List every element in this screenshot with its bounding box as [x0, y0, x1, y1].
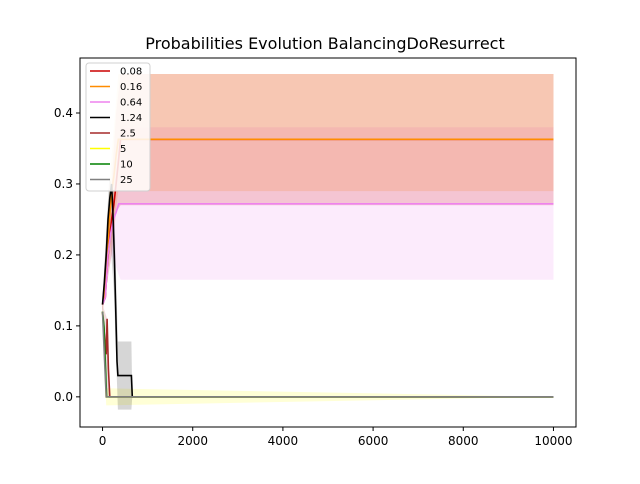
legend-label-5: 5: [120, 144, 126, 155]
legend-label-0.08: 0.08: [120, 67, 142, 78]
series-line-10: [101, 311, 554, 398]
series-line-1.24: [101, 183, 554, 398]
band-5: [102, 304, 554, 406]
legend-label-10: 10: [120, 160, 133, 171]
band-10: [102, 304, 554, 397]
chart-title: Probabilities Evolution BalancingDoResur…: [145, 34, 504, 53]
series-line-2.5: [101, 311, 554, 398]
x-tick-label: 2000: [177, 434, 208, 448]
band-0.08: [102, 74, 554, 312]
series-line-5: [101, 311, 554, 398]
legend: 0.08 0.16 0.64 1.24 2.5 5 10 25: [85, 62, 151, 192]
y-axis-ticks: 0.0 0.1 0.2 0.3 0.4: [54, 106, 80, 404]
legend-box: [85, 62, 151, 192]
x-tick-label: 10000: [534, 434, 572, 448]
legend-label-25: 25: [120, 175, 133, 186]
series-line-25: [101, 311, 554, 398]
y-tick-label: 0.1: [54, 319, 73, 333]
x-axis-ticks: 0 2000 4000 6000 8000 10000: [99, 427, 573, 448]
y-tick-label: 0.4: [54, 106, 73, 120]
series-line-0.64: [101, 203, 554, 305]
y-tick-label: 0.2: [54, 248, 73, 262]
y-tick-label: 0.0: [54, 390, 73, 404]
x-tick-label: 0: [99, 434, 107, 448]
band-0.16: [102, 74, 554, 312]
x-tick-label: 8000: [448, 434, 479, 448]
band-2.5: [102, 304, 554, 397]
x-tick-label: 6000: [358, 434, 389, 448]
x-tick-label: 4000: [268, 434, 299, 448]
band-0.64: [102, 127, 554, 312]
legend-label-0.16: 0.16: [120, 82, 142, 93]
legend-label-0.64: 0.64: [120, 98, 142, 109]
legend-label-1.24: 1.24: [120, 113, 142, 124]
confidence-bands: [102, 74, 554, 410]
band-25: [102, 304, 554, 397]
plot-frame: [79, 57, 577, 428]
legend-label-2.5: 2.5: [120, 129, 136, 140]
y-tick-label: 0.3: [54, 177, 73, 191]
